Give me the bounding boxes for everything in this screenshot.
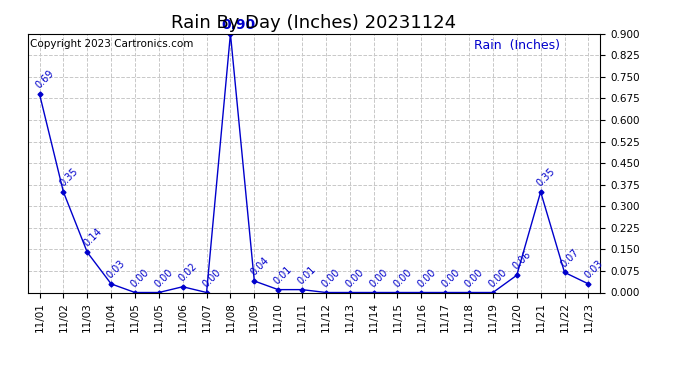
Text: 0.06: 0.06 bbox=[511, 250, 533, 272]
Text: 0.14: 0.14 bbox=[81, 226, 104, 249]
Text: 0.00: 0.00 bbox=[440, 267, 462, 289]
Text: 0.02: 0.02 bbox=[177, 261, 199, 283]
Text: 0.00: 0.00 bbox=[415, 267, 437, 289]
Text: 0.35: 0.35 bbox=[57, 166, 80, 188]
Text: 0.00: 0.00 bbox=[201, 267, 223, 289]
Text: 0.01: 0.01 bbox=[296, 264, 318, 286]
Text: 0.00: 0.00 bbox=[344, 267, 366, 289]
Text: 0.04: 0.04 bbox=[248, 255, 270, 278]
Text: 0.00: 0.00 bbox=[463, 267, 485, 289]
Text: 0.00: 0.00 bbox=[391, 267, 414, 289]
Text: 0.03: 0.03 bbox=[105, 258, 128, 280]
Text: 0.07: 0.07 bbox=[558, 247, 581, 269]
Text: 0.01: 0.01 bbox=[272, 264, 295, 286]
Text: 0.00: 0.00 bbox=[368, 267, 390, 289]
Text: Copyright 2023 Cartronics.com: Copyright 2023 Cartronics.com bbox=[30, 39, 194, 49]
Text: Rain  (Inches): Rain (Inches) bbox=[474, 39, 560, 52]
Text: 0.00: 0.00 bbox=[153, 267, 175, 289]
Text: 0.03: 0.03 bbox=[582, 258, 604, 280]
Text: 0.35: 0.35 bbox=[535, 166, 557, 188]
Title: Rain By Day (Inches) 20231124: Rain By Day (Inches) 20231124 bbox=[171, 14, 457, 32]
Text: 0.90: 0.90 bbox=[221, 18, 255, 32]
Text: 0.00: 0.00 bbox=[320, 267, 342, 289]
Text: 0.69: 0.69 bbox=[34, 69, 56, 91]
Text: 0.00: 0.00 bbox=[129, 267, 151, 289]
Text: 0.00: 0.00 bbox=[487, 267, 509, 289]
